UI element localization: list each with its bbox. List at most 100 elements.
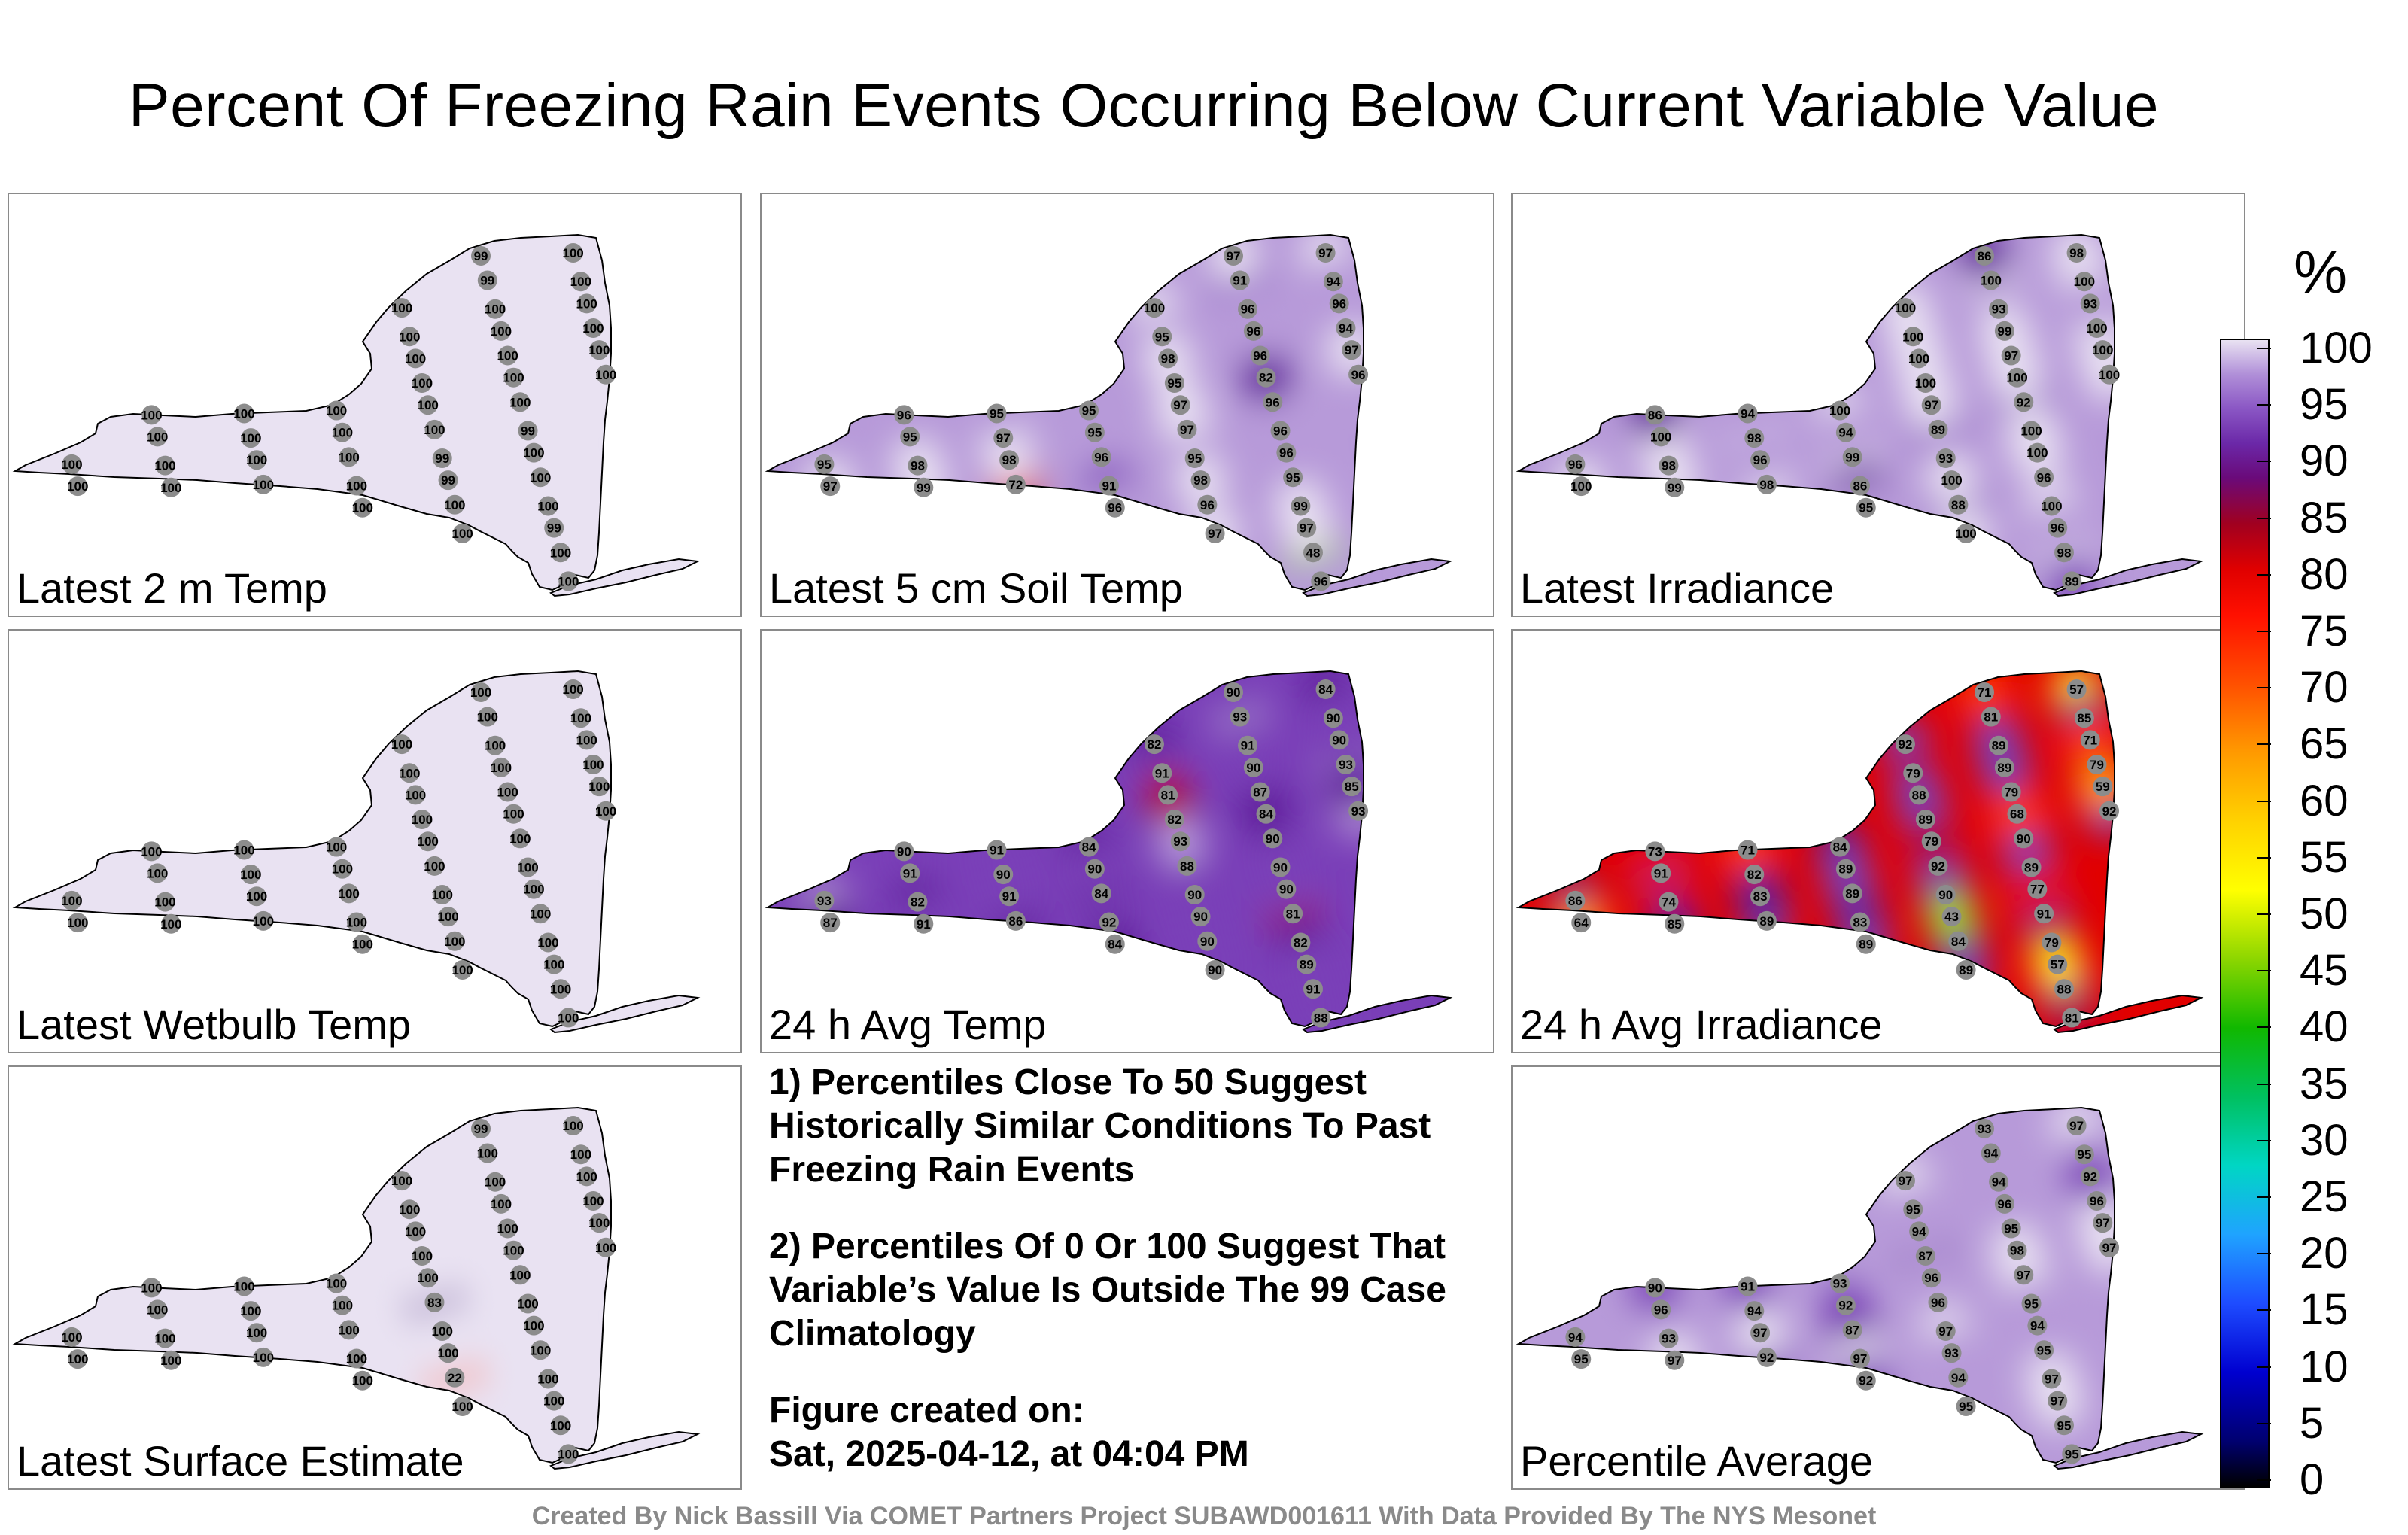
- station-marker: 95: [2001, 1218, 2021, 1239]
- station-dot: [485, 299, 506, 319]
- colorbar-tick-label: 10: [2300, 1342, 2349, 1391]
- station-dot: [2054, 979, 2074, 999]
- station-value: 100: [550, 546, 571, 560]
- colorbar-tick: [2258, 1422, 2271, 1424]
- station-dot: [820, 913, 841, 933]
- station-marker: 100: [558, 1008, 579, 1028]
- station-value: 100: [391, 301, 412, 315]
- station-dot: [2099, 364, 2120, 385]
- station-marker: 95: [1164, 373, 1184, 394]
- station-value: 94: [1741, 406, 1755, 421]
- colorbar-tick-label: 45: [2300, 946, 2349, 995]
- station-marker: 99: [438, 470, 458, 491]
- station-marker: 68: [2007, 804, 2027, 824]
- station-value: 100: [346, 479, 367, 494]
- station-marker: 99: [544, 518, 564, 538]
- station-marker: 94: [1948, 1367, 1969, 1388]
- station-value: 100: [154, 1332, 175, 1346]
- station-marker: 82: [1164, 810, 1184, 830]
- station-value: 100: [530, 1343, 551, 1357]
- station-value: 91: [2037, 907, 2051, 921]
- station-dot: [2048, 954, 2068, 974]
- station-marker: 81: [1981, 707, 2001, 727]
- station-marker: 84: [1830, 837, 1850, 857]
- station-dot: [1842, 447, 1862, 467]
- station-dot: [1856, 1370, 1876, 1391]
- station-marker: 100: [240, 865, 261, 885]
- station-value: 93: [1992, 302, 2006, 317]
- station-marker: 100: [418, 1268, 439, 1288]
- station-marker: 95: [814, 454, 835, 474]
- station-value: 100: [570, 1147, 591, 1162]
- station-value: 100: [61, 457, 82, 472]
- station-value: 100: [437, 1346, 458, 1360]
- station-value: 100: [412, 813, 433, 827]
- station-dot: [2048, 1391, 2068, 1411]
- station-marker: 100: [503, 1240, 524, 1260]
- colorbar-tick-label: 15: [2300, 1285, 2349, 1335]
- station-value: 100: [246, 453, 267, 467]
- station-value: 72: [1008, 478, 1023, 492]
- station-value: 100: [503, 1244, 524, 1258]
- station-marker: 95: [1903, 1199, 1923, 1220]
- station-marker: 89: [1956, 959, 1976, 980]
- station-value: 92: [2102, 804, 2117, 819]
- station-dot: [1750, 1323, 1771, 1343]
- state-map: 93 91 90 93 88 84 84 93 86 82 81 90 93 87 82 91 84 90 82 90…: [765, 670, 1453, 1034]
- station-value: 95: [1082, 404, 1096, 418]
- station-marker: 100: [332, 1295, 353, 1315]
- station-dot: [1270, 857, 1291, 877]
- station-value: 100: [240, 1304, 261, 1318]
- station-value: 99: [480, 274, 494, 288]
- station-dot: [497, 345, 518, 366]
- station-value: 100: [543, 1394, 564, 1409]
- station-dot: [583, 755, 604, 775]
- station-value: 100: [154, 459, 175, 473]
- state-map: 100 100 100 100 100 100 100 99 100 100 100 100 100 10…: [12, 233, 701, 597]
- station-marker: 96: [1565, 454, 1586, 474]
- station-marker: 82: [1291, 932, 1311, 953]
- station-dot: [1915, 373, 1935, 394]
- station-dot: [1263, 392, 1283, 412]
- station-value: 81: [1161, 788, 1175, 802]
- station-dot: [1571, 476, 1592, 497]
- station-marker: 100: [1941, 470, 1963, 491]
- station-marker: 100: [2099, 364, 2120, 385]
- station-dot: [432, 1321, 452, 1342]
- station-marker: 74: [1659, 892, 1679, 912]
- station-dot: [1941, 1343, 1962, 1363]
- station-dot: [491, 757, 511, 777]
- station-dot: [550, 543, 570, 563]
- station-value: 100: [576, 1169, 597, 1184]
- station-marker: 100: [444, 494, 466, 515]
- station-value: 82: [1167, 813, 1181, 827]
- station-value: 96: [2090, 1194, 2104, 1208]
- station-dot: [1948, 494, 1969, 515]
- station-marker: 87: [1250, 782, 1270, 802]
- station-dot: [2034, 904, 2054, 924]
- station-value: 81: [1984, 710, 1998, 725]
- station-value: 99: [1997, 324, 2011, 339]
- station-dot: [1842, 1320, 1862, 1340]
- station-marker: 95: [2074, 1144, 2094, 1165]
- station-dot: [1835, 859, 1856, 879]
- station-marker: 100: [517, 857, 539, 877]
- station-value: 95: [1155, 330, 1169, 344]
- station-value: 100: [1908, 351, 1929, 366]
- station-dot: [1909, 1221, 1929, 1242]
- station-value: 82: [1148, 737, 1162, 752]
- station-value: 100: [451, 1400, 473, 1414]
- station-marker: 98: [1158, 348, 1178, 369]
- station-marker: 100: [154, 455, 176, 476]
- station-value: 97: [2017, 1268, 2031, 1282]
- station-dot: [2093, 1213, 2113, 1233]
- station-value: 100: [346, 1352, 367, 1366]
- station-dot: [1756, 474, 1777, 494]
- station-marker: 89: [1989, 735, 2009, 755]
- station-value: 93: [1978, 1122, 1992, 1136]
- station-value: 71: [2083, 733, 2097, 747]
- station-value: 100: [2074, 275, 2095, 289]
- station-marker: 96: [2087, 1191, 2107, 1211]
- station-marker: 100: [391, 734, 412, 755]
- station-value: 82: [1294, 935, 1308, 950]
